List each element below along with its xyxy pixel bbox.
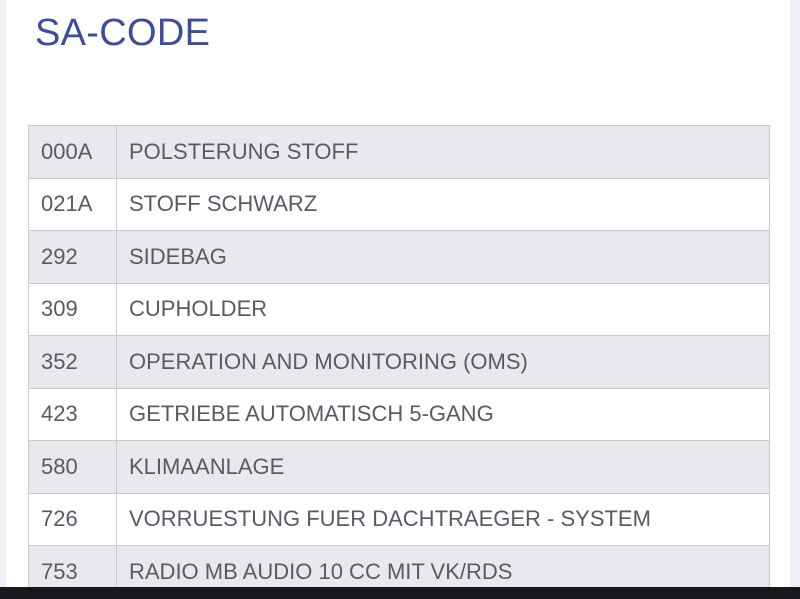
description-cell: GETRIEBE AUTOMATISCH 5-GANG	[116, 387, 770, 441]
table-row: 580 KLIMAANLAGE	[28, 440, 770, 494]
description-cell: POLSTERUNG STOFF	[116, 125, 770, 179]
description-cell: STOFF SCHWARZ	[116, 177, 770, 231]
sa-code-table: 000A POLSTERUNG STOFF 021A STOFF SCHWARZ 292…	[28, 125, 770, 599]
code-cell: 726	[28, 492, 117, 546]
table-row: 726 VORRUESTUNG FUER DACHTRAEGER - SYSTEM	[28, 492, 770, 546]
table-row: 423 GETRIEBE AUTOMATISCH 5-GANG	[28, 387, 770, 441]
bottom-bar	[0, 587, 800, 599]
description-cell: VORRUESTUNG FUER DACHTRAEGER - SYSTEM	[116, 492, 770, 546]
table-row: 352 OPERATION AND MONITORING (OMS)	[28, 335, 770, 389]
code-cell: 309	[28, 282, 117, 336]
table-row: 309 CUPHOLDER	[28, 282, 770, 336]
code-cell: 000A	[28, 125, 117, 179]
table-row: 292 SIDEBAG	[28, 230, 770, 284]
code-cell: 292	[28, 230, 117, 284]
code-cell: 580	[28, 440, 117, 494]
code-cell: 423	[28, 387, 117, 441]
page-title: SA-CODE	[35, 12, 211, 54]
description-cell: SIDEBAG	[116, 230, 770, 284]
description-cell: CUPHOLDER	[116, 282, 770, 336]
code-cell: 021A	[28, 177, 117, 231]
table-row: 000A POLSTERUNG STOFF	[28, 125, 770, 179]
description-cell: KLIMAANLAGE	[116, 440, 770, 494]
panel: SA-CODE 000A POLSTERUNG STOFF 021A STOFF SC…	[6, 0, 790, 599]
description-cell: OPERATION AND MONITORING (OMS)	[116, 335, 770, 389]
table-row: 021A STOFF SCHWARZ	[28, 177, 770, 231]
code-cell: 352	[28, 335, 117, 389]
